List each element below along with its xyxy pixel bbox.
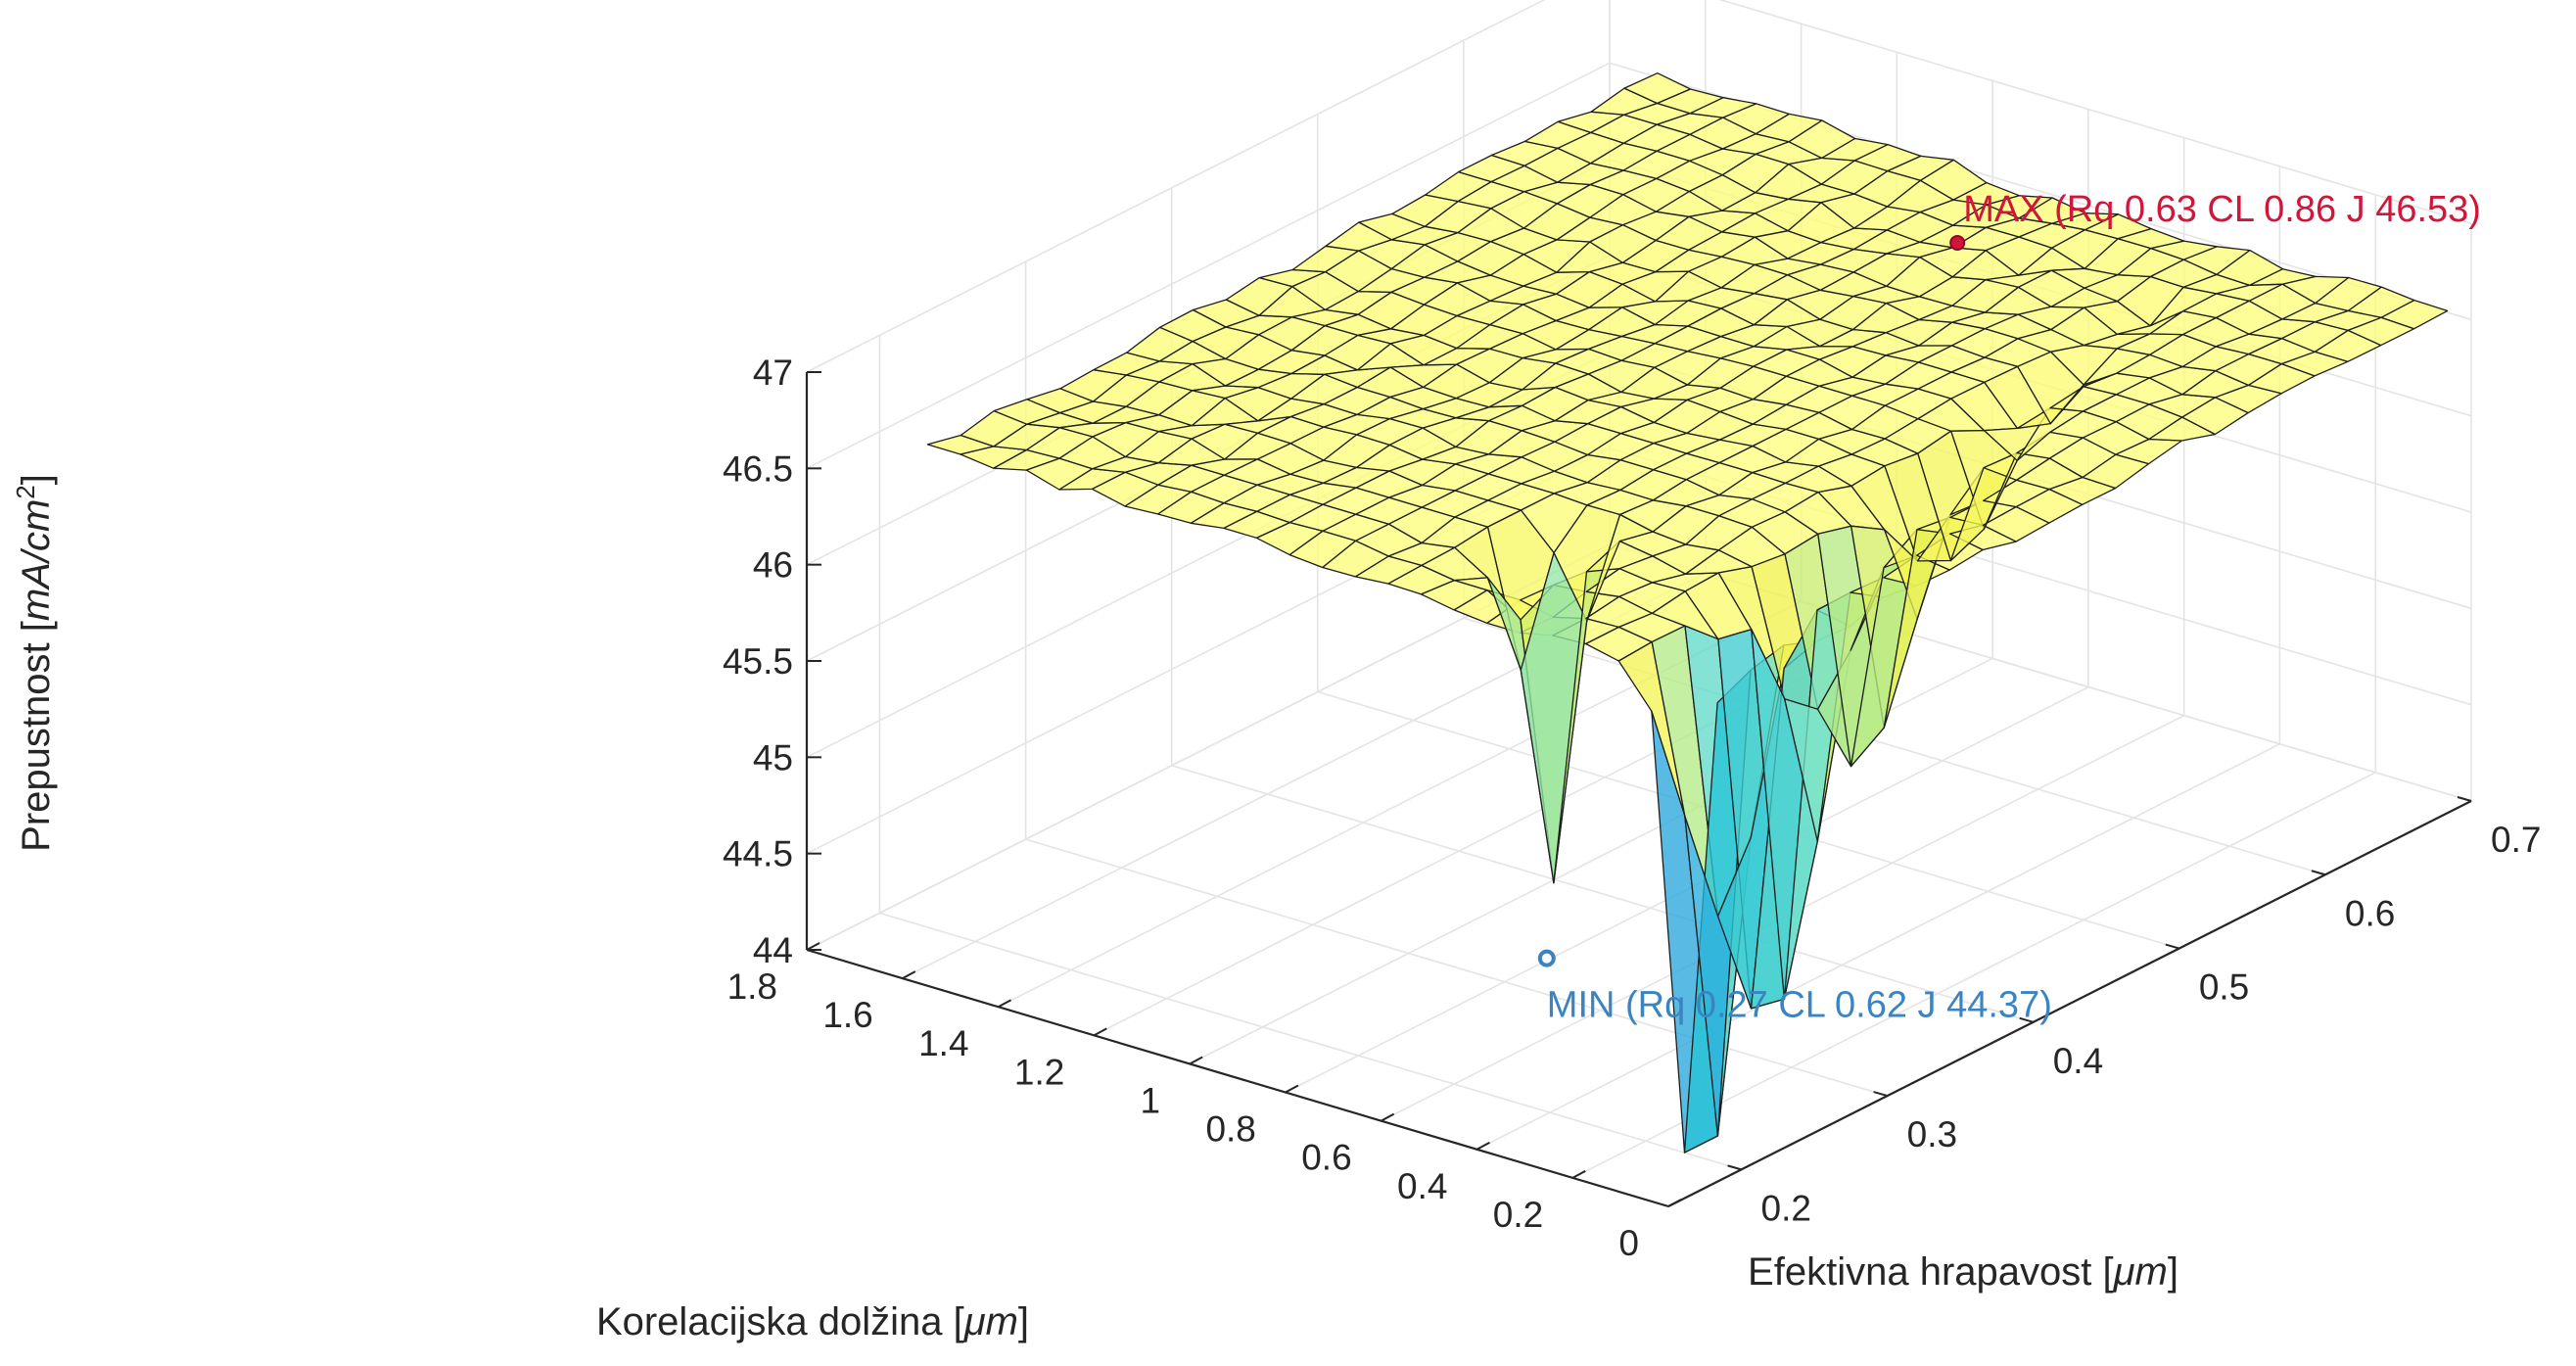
x-tick [1571,1170,1586,1179]
x-tick-label: 1.2 [1014,1052,1064,1092]
y-axis-label: Efektivna hrapavost [μm] [1748,1250,2178,1294]
z-tick-label: 44 [753,930,793,970]
gridline-z [806,0,2472,373]
y-tick [1727,1164,1742,1171]
x-tick-label: 0.4 [1397,1166,1447,1206]
x-tick-label: 1.8 [727,966,777,1007]
max-marker [1949,234,1966,251]
y-tick [2165,943,2180,950]
tick-labels: 0 0.2 0.4 0.6 0.8 1 1.2 1.4 1.6 1.8 0.2 0.3 0.4 0.5 0.… [723,353,2541,1263]
y-tick [2019,1016,2035,1023]
z-axis-label: Prepustnost [mA/cm2] [11,474,58,852]
y-tick-label: 0.6 [2345,893,2395,933]
y-axis-line [1667,800,2472,1207]
y-tick-label: 0.5 [2199,967,2249,1008]
x-tick [902,970,916,979]
x-tick [1285,1084,1299,1094]
x-axis-line [806,948,1669,1208]
x-tick-label: 1.4 [918,1023,968,1063]
min-annotation: MIN (Rq 0.27 CL 0.62 J 44.37) [1547,985,2052,1026]
max-annotation: MAX (Rq 0.63 CL 0.86 J 46.53) [1963,189,2481,230]
x-tick-label: 0.8 [1205,1109,1255,1150]
z-tick-label: 46 [753,545,793,586]
y-tick-label: 0.7 [2491,820,2541,860]
y-tick [1873,1091,1888,1098]
x-axis-label: Korelacijska dolžina [μm] [596,1300,1029,1343]
x-tick [1667,1199,1682,1207]
x-tick [1381,1112,1395,1122]
x-tick-label: 1 [1141,1080,1161,1120]
y-tick-label: 0.2 [1761,1188,1811,1228]
surface-face [2380,299,2449,330]
surface-mesh [926,72,2449,1154]
x-tick [1093,1027,1107,1037]
y-tick [2311,870,2326,876]
x-tick [1475,1141,1490,1151]
x-tick [998,999,1012,1009]
y-tick-label: 0.4 [2053,1041,2103,1081]
min-marker [1537,949,1556,967]
x-tick-label: 0 [1618,1223,1639,1263]
x-tick [1189,1056,1203,1065]
x-tick-label: 1.6 [822,995,872,1035]
x-tick-label: 0.2 [1493,1195,1543,1235]
extrema-markers [1537,234,1966,967]
gridline-z [806,62,2472,470]
z-tick-label: 45 [753,737,793,777]
x-tick [806,942,820,951]
z-tick-label: 46.5 [723,448,793,489]
y-tick-label: 0.3 [1907,1114,1957,1154]
z-tick-label: 44.5 [723,834,793,874]
y-tick [2457,796,2472,802]
z-tick-label: 47 [753,353,793,393]
x-tick-label: 0.6 [1301,1138,1351,1178]
z-tick-label: 45.5 [723,641,793,682]
